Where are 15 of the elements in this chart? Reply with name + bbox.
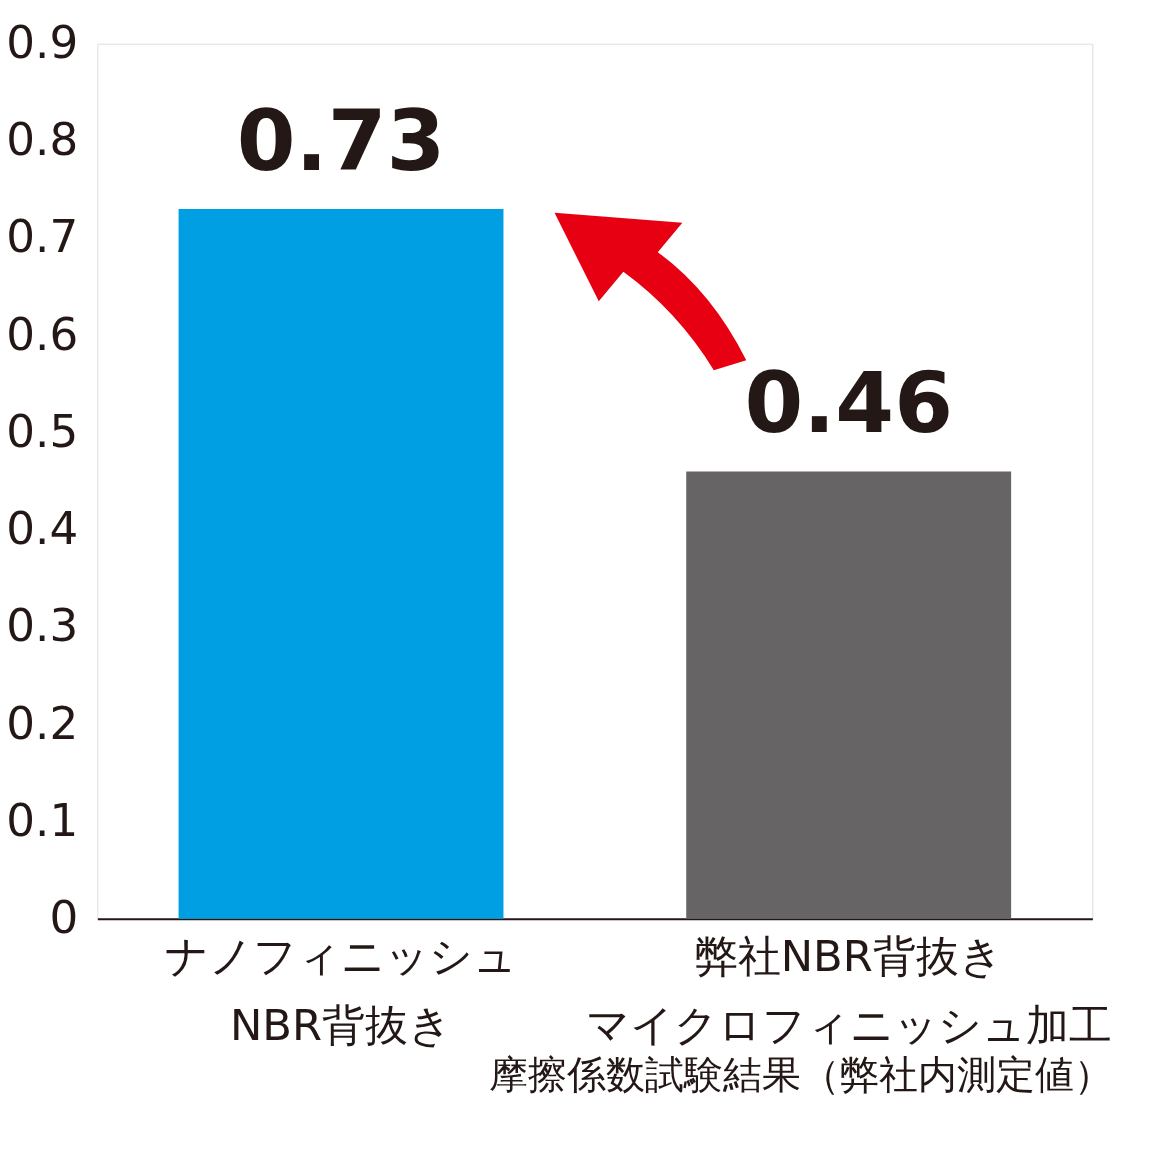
y-tick-label: 0.6	[6, 307, 79, 361]
y-tick-label: 0.9	[6, 15, 79, 69]
y-tick-label: 0.7	[6, 210, 79, 264]
y-tick-label: 0.8	[6, 113, 79, 167]
y-tick-label: 0.3	[6, 599, 79, 653]
x-tick-label: ナノフィニッシュNBR背抜き	[165, 931, 518, 1051]
y-tick-label: 0.2	[6, 696, 79, 750]
y-tick-label: 0	[49, 891, 79, 945]
x-tick-label: 弊社NBR背抜きマイクロフィニッシュ加工	[585, 931, 1112, 1051]
data-label: 0.73	[236, 91, 446, 190]
y-tick-label: 0.5	[6, 404, 79, 458]
data-label: 0.46	[744, 354, 953, 453]
y-tick-label: 0.4	[6, 502, 79, 556]
y-tick-label: 0.1	[6, 793, 79, 847]
text: 摩擦係数試験結果（弊社内測定値）	[488, 1051, 1113, 1097]
